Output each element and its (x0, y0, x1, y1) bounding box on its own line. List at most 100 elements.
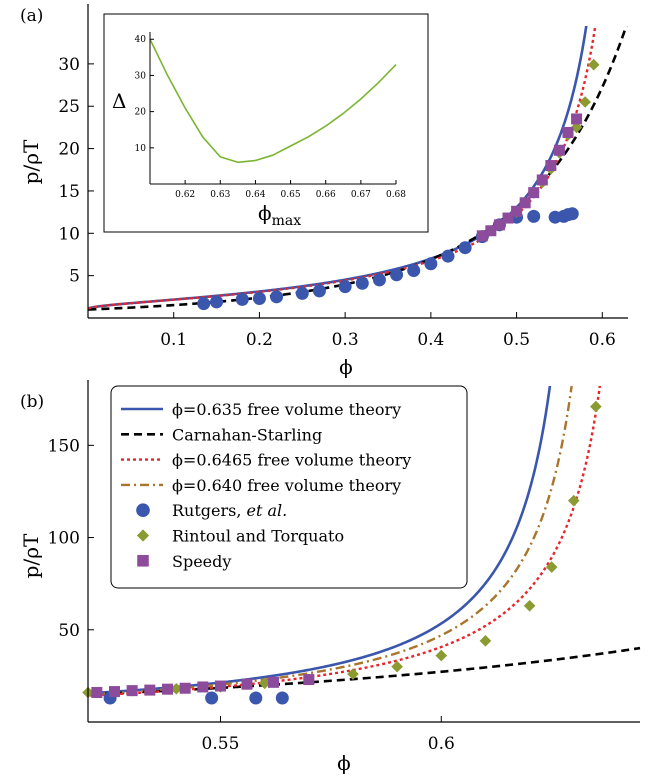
a-series-5-point-5 (519, 197, 531, 209)
b-series-6-point-5 (179, 682, 191, 694)
b-series-6-point-7 (214, 680, 226, 692)
inset-marks (149, 38, 397, 164)
legend-item-1-label: Carnahan-Starling (172, 425, 322, 444)
b-series-6-point-3 (144, 684, 156, 696)
a-xtick-label-1: 0.2 (246, 330, 273, 350)
panel-a-xlabel: ϕ (339, 355, 353, 379)
a-series-3-point-0 (197, 297, 211, 311)
a-xtick-label-3: 0.4 (417, 330, 444, 350)
b-series-6-point-10 (303, 674, 315, 686)
a-series-3-point-18 (527, 209, 541, 223)
panel-a-inset: 0.62 0.63 0.64 0.65 0.66 0.67 0.68 10 20 30 40 Δ ϕ… (103, 13, 429, 233)
panel-b-ticks: 0.55 0.6 50 100 150 (48, 436, 455, 754)
a-series-5-point-4 (511, 205, 523, 217)
legend-frame (110, 385, 468, 589)
b-series-5-point-6 (347, 668, 359, 680)
a-series-3-point-6 (312, 284, 326, 298)
legend-item-6-label: Speedy (172, 552, 231, 571)
inset-ytick-label-0: 10 (135, 144, 147, 154)
b-series-5-point-12 (567, 494, 580, 507)
inset-xtick-label-5: 0.67 (351, 190, 371, 200)
inset-series-0-line (149, 38, 397, 164)
legend-item-5-swatch (136, 529, 150, 542)
a-series-3-point-5 (295, 286, 309, 300)
panel-b-xlabel: ϕ (337, 751, 351, 775)
b-series-5-point-11 (545, 561, 558, 573)
legend-item-5-label: Rintoul and Torquato (172, 527, 344, 546)
b-series-5-point-8 (435, 649, 448, 662)
b-ytick-label-1: 100 (48, 529, 80, 549)
inset-frame (103, 13, 429, 233)
a-series-3-point-10 (390, 268, 404, 282)
b-series-6-point-0 (91, 686, 103, 698)
a-series-5-point-3 (502, 212, 514, 224)
legend-item-2-label: ϕ=0.6465 free volume theory (172, 451, 411, 470)
inset-xlabel-main: ϕ (258, 201, 272, 225)
panel-a-label: (a) (20, 6, 43, 26)
a-series-3-point-1 (210, 295, 224, 309)
b-series-5-point-9 (479, 635, 492, 647)
b-series-5-point-7 (391, 660, 403, 673)
inset-ytick-label-1: 20 (135, 108, 147, 118)
inset-xtick-label-4: 0.66 (316, 190, 336, 200)
a-ytick-label-0: 5 (69, 267, 80, 287)
legend-item-4-label-main: Rutgers, (172, 501, 247, 520)
legend-items: ϕ=0.635 free volume theory Carnahan-Starl… (121, 400, 411, 571)
b-series-6-point-4 (161, 683, 173, 695)
a-series-3-point-4 (270, 290, 284, 304)
b-series-5-point-13 (590, 400, 602, 413)
a-series-3-point-22 (565, 207, 579, 221)
b-series-6-point-1 (108, 686, 120, 698)
a-xtick-label-2: 0.3 (332, 330, 359, 350)
b-series-4-point-2 (249, 691, 263, 705)
b-ytick-label-2: 150 (48, 436, 80, 456)
b-series-4-point-3 (275, 691, 289, 705)
a-series-3-point-3 (252, 292, 266, 306)
a-series-4-point-8 (579, 96, 591, 108)
a-xtick-label-0: 0.1 (160, 330, 187, 350)
b-series-5-point-4 (258, 677, 271, 690)
a-ytick-label-2: 15 (58, 182, 80, 202)
b-series-6-point-8 (241, 678, 253, 690)
inset-xtick-label-2: 0.64 (245, 190, 265, 200)
a-ytick-label-4: 25 (58, 97, 80, 117)
b-series-5-point-2 (170, 683, 183, 695)
inset-xlabel: ϕmax (258, 201, 301, 229)
panel-a-marks (88, 26, 628, 311)
a-series-5-point-6 (528, 187, 540, 199)
a-series-3-point-14 (458, 241, 472, 255)
a-series-5-point-1 (485, 225, 497, 237)
inset-ytick-label-2: 30 (135, 71, 147, 81)
b-series-6-point-9 (267, 676, 279, 688)
a-series-3-point-2 (235, 292, 249, 306)
a-series-3-point-11 (407, 264, 421, 278)
b-series-5-point-10 (523, 600, 536, 612)
a-ytick-label-1: 10 (58, 224, 80, 244)
a-series-5-point-11 (571, 113, 583, 125)
a-series-3-point-12 (424, 257, 438, 271)
inset-xtick-label-6: 0.68 (386, 190, 406, 200)
inset-ylabel: Δ (112, 89, 126, 113)
a-series-5-point-9 (553, 144, 565, 156)
a-series-3-point-9 (372, 273, 386, 287)
a-series-5-point-10 (562, 126, 574, 138)
a-xtick-label-4: 0.5 (503, 330, 530, 350)
b-xtick-label-1: 0.6 (428, 734, 455, 754)
a-xtick-label-5: 0.6 (589, 330, 616, 350)
legend-item-3-label: ϕ=0.640 free volume theory (172, 476, 401, 495)
legend-item-0-label: ϕ=0.635 free volume theory (172, 400, 401, 419)
panel-b-label: (b) (20, 392, 44, 412)
a-series-5-point-7 (536, 174, 548, 186)
panel-b: (b) 0.55 0.6 50 100 150 ϕ p/ρT ϕ=0.635 free … (19, 380, 641, 775)
a-series-3-point-7 (338, 280, 352, 294)
panel-b-ylabel: p/ρT (19, 533, 43, 578)
legend-item-4-label: Rutgers, et al. (172, 501, 287, 520)
panel-b-marks (82, 386, 641, 705)
b-xtick-label-0: 0.55 (202, 734, 240, 754)
b-ytick-label-0: 50 (58, 621, 80, 641)
a-series-4-point-9 (587, 58, 600, 71)
inset-xtick-label-0: 0.62 (175, 190, 195, 200)
legend-item-4-swatch (136, 503, 150, 518)
